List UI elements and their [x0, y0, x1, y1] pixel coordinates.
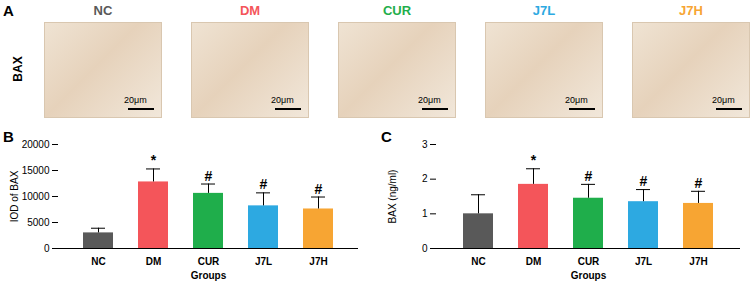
svg-text:J7H: J7H — [689, 256, 707, 267]
html-text:J7L: J7L — [532, 3, 556, 18]
svg-text:#: # — [260, 176, 268, 192]
html-text:20μm: 20μm — [712, 95, 735, 105]
html-text:A: A — [3, 2, 14, 19]
svg-text:2: 2 — [422, 173, 428, 184]
html-text:20μm: 20μm — [565, 95, 588, 105]
svg-text:DM: DM — [146, 256, 162, 267]
svg-text:10000: 10000 — [22, 191, 50, 202]
svg-text:CUR: CUR — [198, 256, 220, 267]
svg-text:NC: NC — [471, 256, 485, 267]
html-text:20μm: 20μm — [124, 95, 147, 105]
svg-text:3: 3 — [422, 139, 428, 150]
svg-text:CUR: CUR — [578, 256, 600, 267]
svg-text:DM: DM — [526, 256, 542, 267]
svg-text:J7H: J7H — [309, 256, 327, 267]
html-text:20μm: 20μm — [271, 95, 294, 105]
svg-text:J7L: J7L — [255, 256, 272, 267]
html-text:J7H: J7H — [679, 3, 703, 18]
html-text:NC: NC — [93, 3, 113, 18]
svg-text:*: * — [151, 152, 157, 168]
html-text:B: B — [3, 128, 14, 145]
svg-text:#: # — [205, 168, 213, 184]
html-text:20μm: 20μm — [418, 95, 441, 105]
svg-text:15000: 15000 — [22, 165, 50, 176]
svg-text:BAX (ng/ml): BAX (ng/ml) — [387, 170, 398, 224]
svg-text:0: 0 — [422, 243, 428, 254]
svg-text:Groups: Groups — [571, 270, 607, 281]
svg-text:1: 1 — [422, 208, 428, 219]
svg-text:IOD of BAX: IOD of BAX — [9, 170, 20, 222]
svg-text:*: * — [531, 152, 537, 168]
svg-text:Groups: Groups — [191, 270, 227, 281]
svg-text:J7L: J7L — [635, 256, 652, 267]
svg-text:#: # — [585, 168, 593, 184]
html-text:CUR: CUR — [382, 3, 412, 18]
svg-text:#: # — [640, 173, 648, 189]
html-text:C: C — [381, 128, 392, 145]
svg-text:20000: 20000 — [22, 139, 50, 150]
svg-text:5000: 5000 — [27, 217, 50, 228]
html-text:BAX: BAX — [11, 56, 25, 82]
svg-text:NC: NC — [91, 256, 105, 267]
html-text:DM: DM — [239, 3, 261, 18]
svg-text:#: # — [695, 175, 703, 191]
svg-text:#: # — [315, 181, 323, 197]
svg-text:0: 0 — [44, 243, 50, 254]
